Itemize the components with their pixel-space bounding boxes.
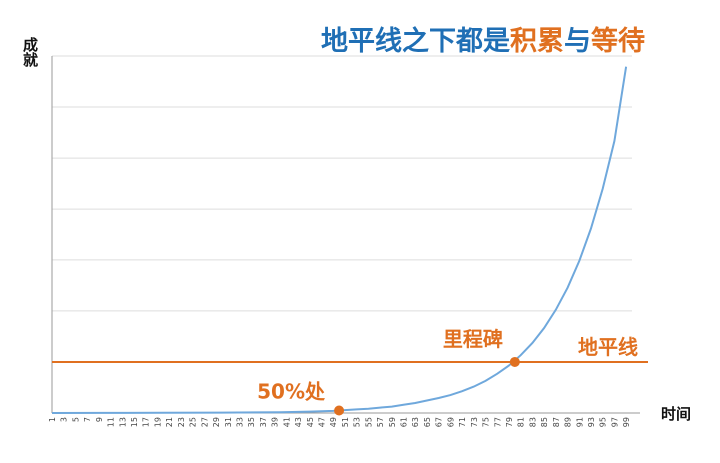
x-tick-label-95: 95 [599, 417, 608, 427]
title-part-3: 等待 [591, 25, 645, 57]
x-tick-label-89: 89 [564, 417, 573, 427]
x-tick-label-23: 23 [177, 417, 186, 427]
y-axis-label: 成就 [21, 36, 39, 68]
x-tick-label-25: 25 [189, 417, 198, 427]
x-tick-label-65: 65 [423, 417, 432, 427]
x-tick-label-35: 35 [247, 417, 256, 427]
x-tick-label-5: 5 [71, 417, 80, 422]
annotation-dot-0 [334, 405, 345, 416]
x-tick-label-49: 49 [329, 417, 338, 427]
x-tick-label-47: 47 [317, 417, 326, 427]
x-tick-label-63: 63 [411, 417, 420, 427]
x-tick-label-81: 81 [517, 417, 526, 427]
x-axis-label: 时间 [661, 405, 691, 423]
x-tick-label-1: 1 [48, 417, 57, 422]
x-tick-label-11: 11 [107, 417, 116, 427]
x-tick-label-29: 29 [212, 417, 221, 427]
x-tick-label-57: 57 [376, 417, 385, 427]
annotation-dot-1 [509, 356, 520, 367]
x-tick-label-15: 15 [130, 417, 139, 427]
x-tick-label-51: 51 [341, 417, 350, 427]
x-tick-label-45: 45 [306, 417, 315, 427]
title-part-0: 地平线之下都是 [321, 25, 510, 57]
x-tick-label-97: 97 [610, 417, 619, 427]
x-tick-label-27: 27 [200, 417, 209, 427]
x-tick-labels: 1 3 5 7 9 11 13 15 17 19 21 23 25 27 29 31 33 35 37 39 41 43 4… [48, 417, 631, 427]
x-tick-label-99: 99 [622, 417, 631, 427]
x-tick-label-37: 37 [259, 417, 268, 427]
annotations: 50%处 里程碑 [257, 327, 520, 416]
x-tick-label-7: 7 [83, 417, 92, 422]
x-tick-label-31: 31 [224, 417, 233, 427]
x-tick-label-85: 85 [540, 417, 549, 427]
x-tick-label-39: 39 [271, 417, 280, 427]
x-tick-label-69: 69 [446, 417, 455, 427]
x-tick-label-77: 77 [493, 417, 502, 427]
horizon-label: 地平线 [578, 335, 638, 359]
x-tick-label-13: 13 [118, 417, 127, 427]
x-tick-label-79: 79 [505, 417, 514, 427]
x-tick-label-73: 73 [470, 417, 479, 427]
x-tick-label-41: 41 [282, 417, 291, 427]
title-part-1: 积累 [510, 26, 564, 57]
x-tick-label-33: 33 [235, 417, 244, 427]
x-tick-label-75: 75 [482, 417, 491, 427]
x-tick-label-55: 55 [364, 417, 373, 427]
x-tick-label-91: 91 [575, 417, 584, 427]
x-tick-label-67: 67 [435, 417, 444, 427]
grid [52, 55, 632, 363]
x-tick-label-59: 59 [388, 417, 397, 427]
x-tick-label-9: 9 [95, 417, 104, 422]
x-tick-label-83: 83 [528, 417, 537, 427]
chart-title: 地平线之下都是积累与等待 [321, 25, 645, 57]
x-tick-label-19: 19 [153, 417, 162, 427]
x-tick-label-43: 43 [294, 417, 303, 427]
x-tick-label-71: 71 [458, 417, 467, 427]
title-part-2: 与 [564, 26, 591, 57]
x-tick-label-53: 53 [353, 417, 362, 427]
x-tick-label-61: 61 [400, 417, 409, 427]
growth-curve-line [51, 66, 628, 414]
x-tick-label-21: 21 [165, 417, 174, 427]
annotation-label-1: 里程碑 [443, 327, 503, 351]
x-tick-label-17: 17 [142, 417, 151, 427]
x-tick-label-87: 87 [552, 417, 561, 427]
x-tick-label-93: 93 [587, 417, 596, 427]
x-tick-label-3: 3 [60, 417, 69, 422]
annotation-label-0: 50%处 [257, 380, 326, 404]
